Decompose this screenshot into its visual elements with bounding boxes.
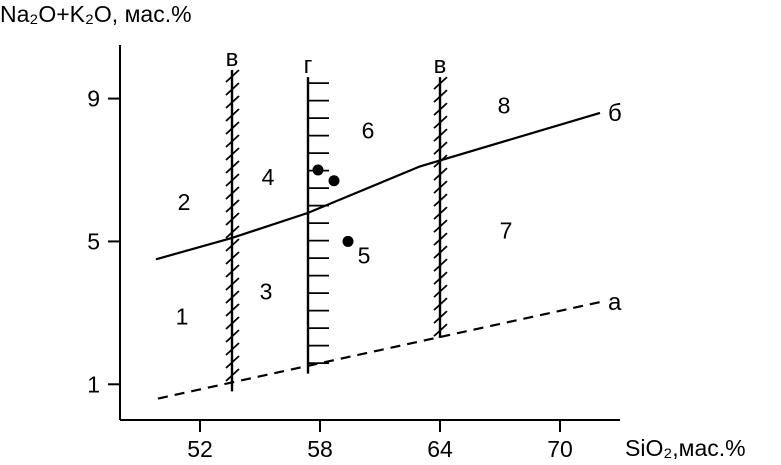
boundary-line-dashed [157, 301, 601, 400]
sample-point [342, 235, 354, 247]
hatch-stroke [433, 180, 448, 194]
boundary-lines: ба [155, 100, 622, 400]
y-tick-label: 5 [87, 228, 100, 254]
boundary-line-solid [155, 111, 601, 261]
x-tick-label: 64 [427, 436, 453, 462]
hatch-stroke [433, 154, 448, 168]
sample-points [312, 164, 354, 247]
hatch-stroke [433, 115, 448, 129]
hatch-stroke [225, 368, 240, 382]
y-tick-label: 9 [87, 86, 100, 112]
hatch-stroke [225, 186, 240, 200]
hatch-stroke [225, 108, 240, 122]
field-label: 1 [176, 303, 189, 329]
hatch-stroke [433, 323, 448, 337]
vertical-boundary-label: в [434, 52, 447, 79]
axes [119, 45, 620, 421]
field-label: 5 [358, 243, 371, 269]
field-label: 3 [260, 278, 273, 304]
hatch-stroke [225, 303, 240, 317]
hatch-stroke [225, 316, 240, 330]
field-label: 7 [500, 218, 513, 244]
hatch-stroke [433, 297, 448, 311]
hatch-stroke [225, 82, 240, 96]
vertical-boundary-label: в [226, 45, 239, 72]
y-tick-label: 1 [87, 371, 100, 397]
field-label: 4 [262, 164, 275, 190]
hatch-stroke [433, 167, 448, 181]
hatch-stroke [225, 69, 240, 83]
hatch-stroke [433, 219, 448, 233]
hatch-stroke [225, 173, 240, 187]
field-label: 6 [362, 118, 375, 144]
hatch-stroke [433, 128, 448, 142]
hatch-stroke [225, 329, 240, 343]
hatch-stroke [225, 95, 240, 109]
y-axis-label: Na₂O+K₂O, мас.% [0, 1, 192, 27]
hatch-stroke [225, 212, 240, 226]
field-label: 2 [178, 189, 191, 215]
hatch-stroke [225, 134, 240, 148]
hatch-stroke [225, 121, 240, 135]
x-tick-label: 52 [187, 436, 213, 462]
hatch-stroke [225, 199, 240, 213]
x-tick-label: 58 [307, 436, 333, 462]
x-tick-label: 70 [547, 436, 573, 462]
hatch-stroke [225, 264, 240, 278]
hatch-stroke [433, 310, 448, 324]
hatch-stroke [225, 290, 240, 304]
hatch-stroke [225, 342, 240, 356]
field-label: 8 [498, 93, 511, 119]
hatch-stroke [433, 141, 448, 155]
hatch-stroke [433, 232, 448, 246]
hatch-stroke [225, 225, 240, 239]
vertical-boundary-label: г [304, 52, 313, 79]
hatch-stroke [433, 271, 448, 285]
hatch-stroke [433, 102, 448, 116]
sample-point [312, 164, 324, 176]
field-labels: 1 2 3 4 5 6 7 8 [176, 93, 513, 330]
hatch-stroke [225, 251, 240, 265]
hatch-stroke [225, 160, 240, 174]
hatch-stroke [225, 147, 240, 161]
hatch-stroke [433, 206, 448, 220]
hatch-stroke [433, 258, 448, 272]
hatch-stroke [433, 193, 448, 207]
boundary-label: а [608, 289, 622, 316]
hatch-stroke [433, 89, 448, 103]
hatch-stroke [225, 277, 240, 291]
hatch-stroke [433, 76, 448, 90]
hatch-stroke [225, 238, 240, 252]
hatch-stroke [433, 245, 448, 259]
x-axis-label: SiO₂,мас.% [625, 435, 746, 461]
sample-point [328, 175, 340, 187]
hatch-stroke [433, 284, 448, 298]
boundary-label: б [608, 100, 622, 127]
hatch-stroke [225, 355, 240, 369]
